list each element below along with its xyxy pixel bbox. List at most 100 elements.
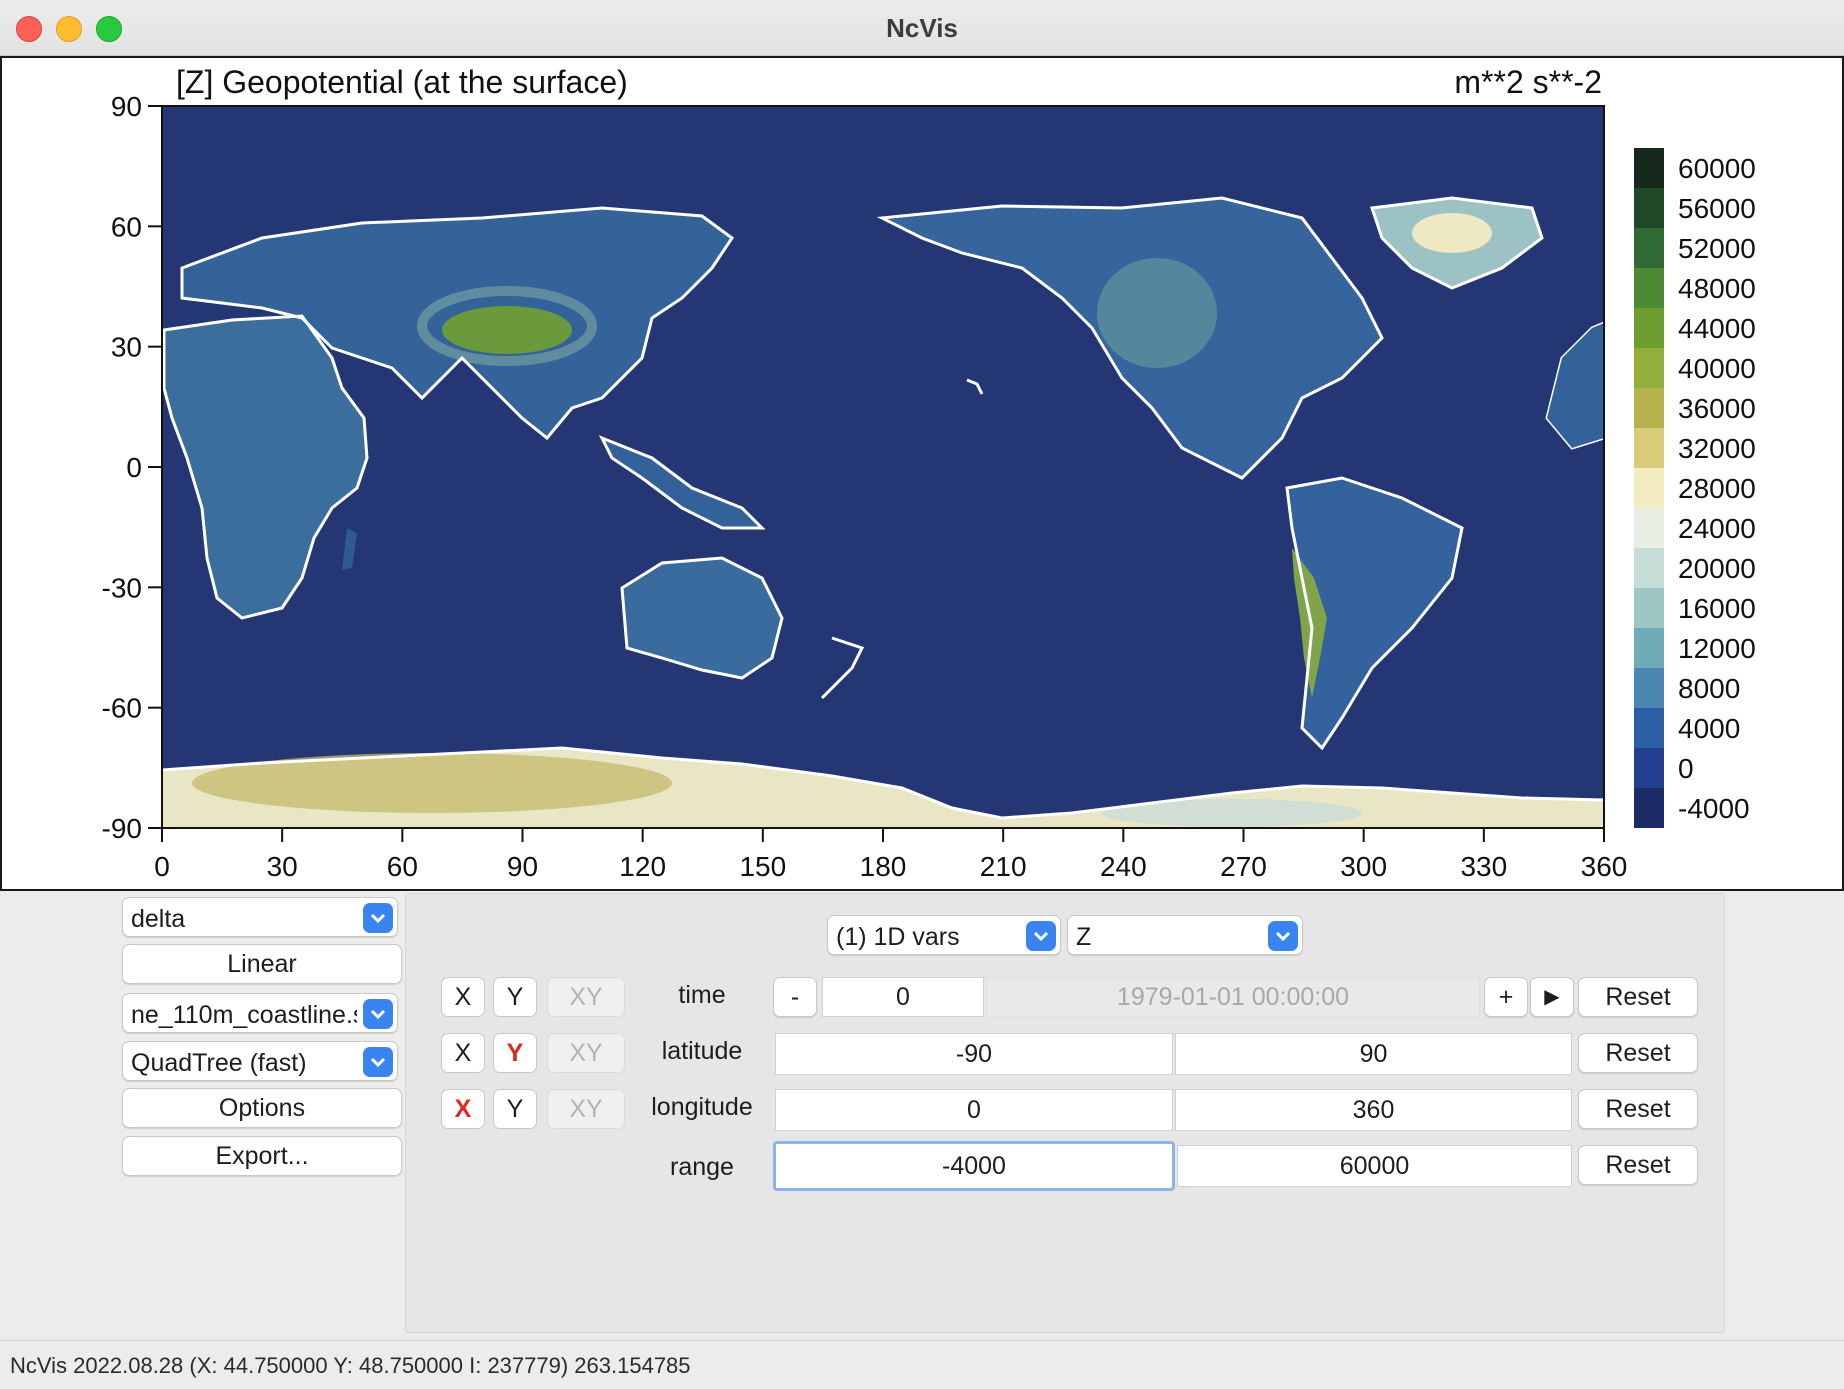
latitude-xy-button[interactable]: XY: [547, 1033, 625, 1073]
land-africa: [164, 316, 367, 618]
x-axis: 0 30 60 90 120 150 180 210 240 270 300 330 360: [154, 828, 1627, 882]
coastline-value: ne_110m_coastline.shp: [131, 1001, 357, 1029]
colorbar-swatch: [1634, 508, 1664, 548]
export-button[interactable]: Export...: [122, 1136, 402, 1176]
longitude-x-button[interactable]: X: [441, 1089, 485, 1129]
y-tick-label: -60: [102, 693, 142, 724]
longitude-reset-button[interactable]: Reset: [1578, 1089, 1698, 1129]
plot-units: m**2 s**-2: [1454, 64, 1602, 100]
time-label: time: [678, 981, 726, 1009]
status-text: NcVis 2022.08.28 (X: 44.750000 Y: 48.750…: [10, 1353, 691, 1378]
colorbar: 6000056000520004800044000400003600032000…: [1634, 148, 1756, 828]
colorbar-swatch: [1634, 468, 1664, 508]
colorbar-label: 24000: [1678, 513, 1756, 544]
coastline-select[interactable]: ne_110m_coastline.shp: [122, 993, 398, 1033]
colorbar-swatch: [1634, 548, 1664, 588]
plot-title: [Z] Geopotential (at the surface): [176, 64, 628, 100]
x-tick-label: 330: [1460, 851, 1507, 882]
colorbar-swatch: [1634, 228, 1664, 268]
colorbar-swatch: [1634, 748, 1664, 788]
x-tick-label: 90: [507, 851, 538, 882]
range-max-field[interactable]: 60000: [1177, 1145, 1572, 1187]
y-axis: 90 60 30 0 -30 -60 -90: [102, 91, 162, 844]
latitude-reset-button[interactable]: Reset: [1578, 1033, 1698, 1073]
range-min-field[interactable]: -4000: [773, 1141, 1175, 1191]
colorbar-label: 36000: [1678, 393, 1756, 424]
colorbar-swatch: [1634, 628, 1664, 668]
time-decrement-button[interactable]: -: [773, 977, 817, 1017]
plot-canvas[interactable]: [Z] Geopotential (at the surface) m**2 s…: [0, 56, 1844, 891]
land-west-edge: [1547, 323, 1604, 448]
colorbar-swatch: [1634, 588, 1664, 628]
colorbar-swatch: [1634, 708, 1664, 748]
variable-group-select[interactable]: (1) 1D vars: [827, 915, 1061, 955]
colorbar-label: 40000: [1678, 353, 1756, 384]
x-tick-label: 120: [619, 851, 666, 882]
colorbar-swatch: [1634, 428, 1664, 468]
colorbar-swatch: [1634, 788, 1664, 828]
chevron-down-icon: [1026, 921, 1056, 951]
window-title: NcVis: [886, 13, 958, 43]
colorbar-swatch: [1634, 308, 1664, 348]
longitude-max-field[interactable]: 360: [1175, 1089, 1572, 1131]
colormap-value: delta: [131, 905, 186, 933]
x-tick-label: 210: [980, 851, 1027, 882]
chevron-down-icon: [1268, 921, 1298, 951]
x-tick-label: 180: [860, 851, 907, 882]
minimize-window-button[interactable]: [56, 16, 82, 42]
colorbar-swatch: [1634, 348, 1664, 388]
grid-method-select[interactable]: QuadTree (fast): [122, 1041, 398, 1081]
time-play-button[interactable]: ▶: [1530, 977, 1574, 1017]
range-reset-button[interactable]: Reset: [1578, 1145, 1698, 1185]
colorbar-label: 12000: [1678, 633, 1756, 664]
time-reset-button[interactable]: Reset: [1578, 977, 1698, 1017]
colorbar-swatch: [1634, 388, 1664, 428]
colorbar-label: 32000: [1678, 433, 1756, 464]
time-xy-button[interactable]: XY: [547, 977, 625, 1017]
x-tick-label: 0: [154, 851, 170, 882]
time-increment-button[interactable]: +: [1484, 977, 1528, 1017]
coastline-new-zealand: [820, 636, 865, 700]
colorbar-label: 0: [1678, 753, 1694, 784]
latitude-max-field[interactable]: 90: [1175, 1033, 1572, 1075]
x-tick-label: 300: [1340, 851, 1387, 882]
zoom-window-button[interactable]: [96, 16, 122, 42]
latitude-x-button[interactable]: X: [441, 1033, 485, 1073]
time-y-button[interactable]: Y: [493, 977, 537, 1017]
land-antarctica-west: [1102, 799, 1362, 827]
scale-button[interactable]: Linear: [122, 944, 402, 984]
land-madagascar: [342, 528, 357, 570]
longitude-min-field[interactable]: 0: [775, 1089, 1173, 1131]
land-australia: [622, 558, 782, 678]
land-south-america: [1287, 478, 1462, 748]
x-tick-label: 30: [267, 851, 298, 882]
longitude-y-button[interactable]: Y: [493, 1089, 537, 1129]
time-index-field[interactable]: 0: [822, 977, 984, 1017]
range-label: range: [670, 1153, 734, 1181]
y-tick-label: 30: [111, 332, 142, 363]
colorbar-label: 4000: [1678, 713, 1740, 744]
options-button[interactable]: Options: [122, 1088, 402, 1128]
latitude-y-button[interactable]: Y: [493, 1033, 537, 1073]
close-window-button[interactable]: [16, 16, 42, 42]
coastline-australia: [620, 556, 784, 680]
colorbar-label: 48000: [1678, 273, 1756, 304]
colorbar-label: 56000: [1678, 193, 1756, 224]
coastline-north-america: [876, 196, 1384, 480]
latitude-min-field[interactable]: -90: [775, 1033, 1173, 1075]
x-tick-label: 240: [1100, 851, 1147, 882]
land-greenland-ice: [1412, 213, 1492, 253]
time-x-button[interactable]: X: [441, 977, 485, 1017]
colorbar-label: 28000: [1678, 473, 1756, 504]
colormap-select[interactable]: delta: [122, 897, 398, 937]
map-plot[interactable]: [Z] Geopotential (at the surface) m**2 s…: [2, 58, 1842, 889]
time-datetime-field: 1979-01-01 00:00:00: [986, 977, 1480, 1017]
variable-select[interactable]: Z: [1067, 915, 1303, 955]
x-tick-label: 150: [739, 851, 786, 882]
variable-value: Z: [1076, 923, 1092, 951]
grid-method-value: QuadTree (fast): [131, 1049, 307, 1077]
y-tick-label: 0: [126, 452, 142, 483]
coastline-africa: [162, 314, 369, 620]
longitude-xy-button[interactable]: XY: [547, 1089, 625, 1129]
coastline-greenland: [1369, 196, 1544, 290]
